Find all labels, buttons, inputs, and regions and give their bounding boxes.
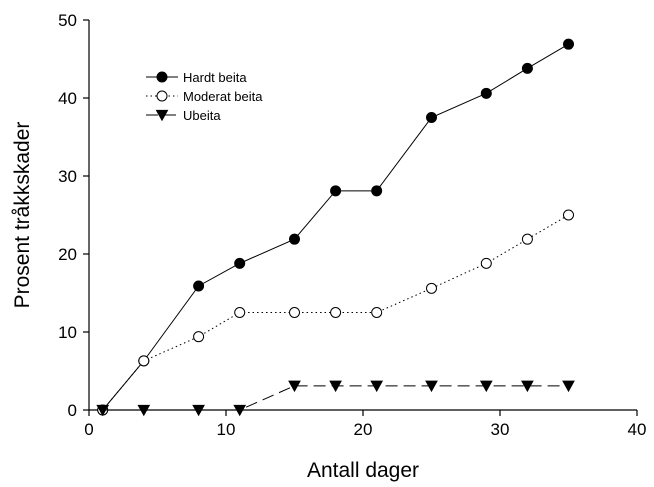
x-axis-title: Antall dager <box>307 459 419 482</box>
data-point-0-5 <box>330 185 342 197</box>
ticks: 0 10 20 30 40 0 10 20 30 40 50 <box>58 11 646 439</box>
data-point-1-9 <box>521 233 533 245</box>
data-point-2-5 <box>329 380 342 393</box>
data-point-0-8 <box>480 87 492 99</box>
y-tick-label-5: 50 <box>58 11 77 30</box>
data-point-1-1 <box>138 355 150 367</box>
legend: Hardt beita Moderat beita Ubeita <box>146 70 263 123</box>
data-point-2-10 <box>562 380 575 393</box>
data-point-2-1 <box>137 404 151 417</box>
data-point-2-2 <box>192 404 205 417</box>
y-tick-label-0: 0 <box>68 401 77 420</box>
y-tick-label-3: 30 <box>58 167 77 186</box>
data-point-1-4 <box>289 307 300 318</box>
series-line-1 <box>102 214 569 411</box>
x-tick-label-2: 20 <box>354 420 373 439</box>
x-tick-label-1: 10 <box>217 420 236 439</box>
data-point-0-9 <box>521 62 533 74</box>
legend-marker-1 <box>156 90 168 102</box>
data-point-1-10 <box>563 209 574 221</box>
data-point-0-2 <box>193 280 205 292</box>
y-tick-label-1: 10 <box>58 323 77 342</box>
data-point-1-6 <box>371 307 383 318</box>
y-tick-label-4: 40 <box>58 89 77 108</box>
data-point-2-6 <box>370 380 384 393</box>
legend-item-1: Moderat beita <box>146 89 263 104</box>
series-2 <box>96 380 575 417</box>
x-tick-label-4: 40 <box>628 420 647 439</box>
data-point-2-7 <box>425 380 438 393</box>
data-point-2-4 <box>288 380 301 393</box>
x-tick-label-3: 30 <box>491 420 510 439</box>
data-point-0-7 <box>426 112 437 123</box>
data-point-2-8 <box>479 380 493 393</box>
y-axis-title: Prosent tråkkskader <box>11 122 34 309</box>
data-point-1-7 <box>426 282 437 294</box>
data-point-1-5 <box>330 307 342 318</box>
series-line-0 <box>102 43 569 411</box>
legend-label-0: Hardt beita <box>183 70 247 85</box>
series-layer <box>96 38 575 417</box>
legend-item-2: Ubeita <box>146 108 221 123</box>
y-tick-label-2: 20 <box>58 245 77 264</box>
axes <box>88 20 637 411</box>
data-point-2-3 <box>233 404 247 417</box>
legend-label-2: Ubeita <box>183 108 221 123</box>
legend-marker-0 <box>156 71 168 83</box>
data-point-1-8 <box>480 257 492 269</box>
legend-label-1: Moderat beita <box>183 89 263 104</box>
data-point-2-9 <box>521 380 534 393</box>
legend-marker-2 <box>155 109 169 122</box>
data-point-1-2 <box>193 331 205 343</box>
data-point-0-3 <box>234 257 246 269</box>
data-point-0-10 <box>563 38 574 50</box>
data-point-2-0 <box>96 404 110 417</box>
legend-item-0: Hardt beita <box>146 70 247 85</box>
data-point-0-4 <box>289 233 300 245</box>
data-point-1-3 <box>234 307 246 318</box>
data-point-0-6 <box>371 185 383 197</box>
x-tick-label-0: 0 <box>84 420 93 439</box>
